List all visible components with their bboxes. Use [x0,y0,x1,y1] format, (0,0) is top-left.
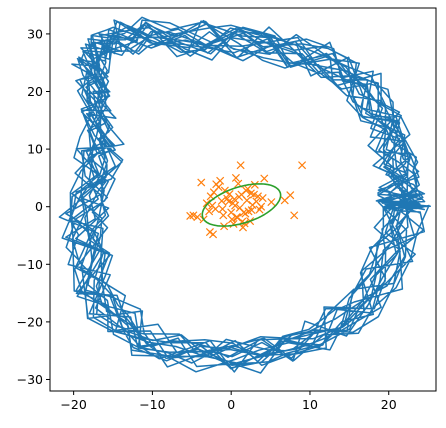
data-point [253,192,262,201]
data-point [205,228,214,237]
data-point [250,180,259,189]
y-tick-label: 0 [35,199,43,214]
data-point [231,173,240,182]
data-point [247,206,256,215]
data-point [227,215,236,224]
data-point [257,202,266,211]
data-point [218,204,227,214]
ring-series [58,16,432,374]
data-point [239,208,248,217]
y-tick-label: 10 [27,142,43,157]
data-point [236,161,245,170]
data-point [237,190,246,199]
data-point [217,196,226,205]
data-point [230,195,239,204]
y-tick-label: −20 [17,314,43,329]
data-point [298,161,307,170]
y-axis: −30 −20 −10 0 10 20 30 [17,26,50,387]
x-axis: −20 −10 0 10 20 [60,391,397,412]
confidence-ellipse [201,183,282,227]
data-point [189,211,198,220]
x-tick-label: 10 [302,397,318,412]
ring-line [58,16,432,374]
x-tick-label: −10 [139,397,165,412]
data-point [238,223,248,232]
data-point [243,184,252,193]
plot-frame [49,7,437,392]
data-point [193,213,202,222]
data-point [227,208,236,217]
data-point [250,190,259,199]
x-tick-label: 0 [227,397,235,412]
data-point [258,194,267,203]
data-point [202,199,211,208]
y-tick-label: 20 [27,84,43,99]
data-point [205,207,214,216]
data-point [233,213,242,222]
x-tick-label: 20 [381,397,397,412]
data-point [197,178,206,187]
data-point [186,211,195,220]
y-tick-label: −30 [17,372,43,387]
data-point [209,188,218,197]
data-point [216,176,225,185]
points-series [186,161,307,239]
data-point [290,211,299,220]
ellipse-series [201,183,282,227]
data-point [223,194,232,203]
y-tick-label: 30 [27,26,43,41]
data-point [267,198,276,207]
x-tick-label: −20 [60,397,86,412]
data-point [260,174,269,183]
y-tick-label: −10 [17,257,43,272]
data-point [208,201,217,210]
data-point [280,196,289,205]
